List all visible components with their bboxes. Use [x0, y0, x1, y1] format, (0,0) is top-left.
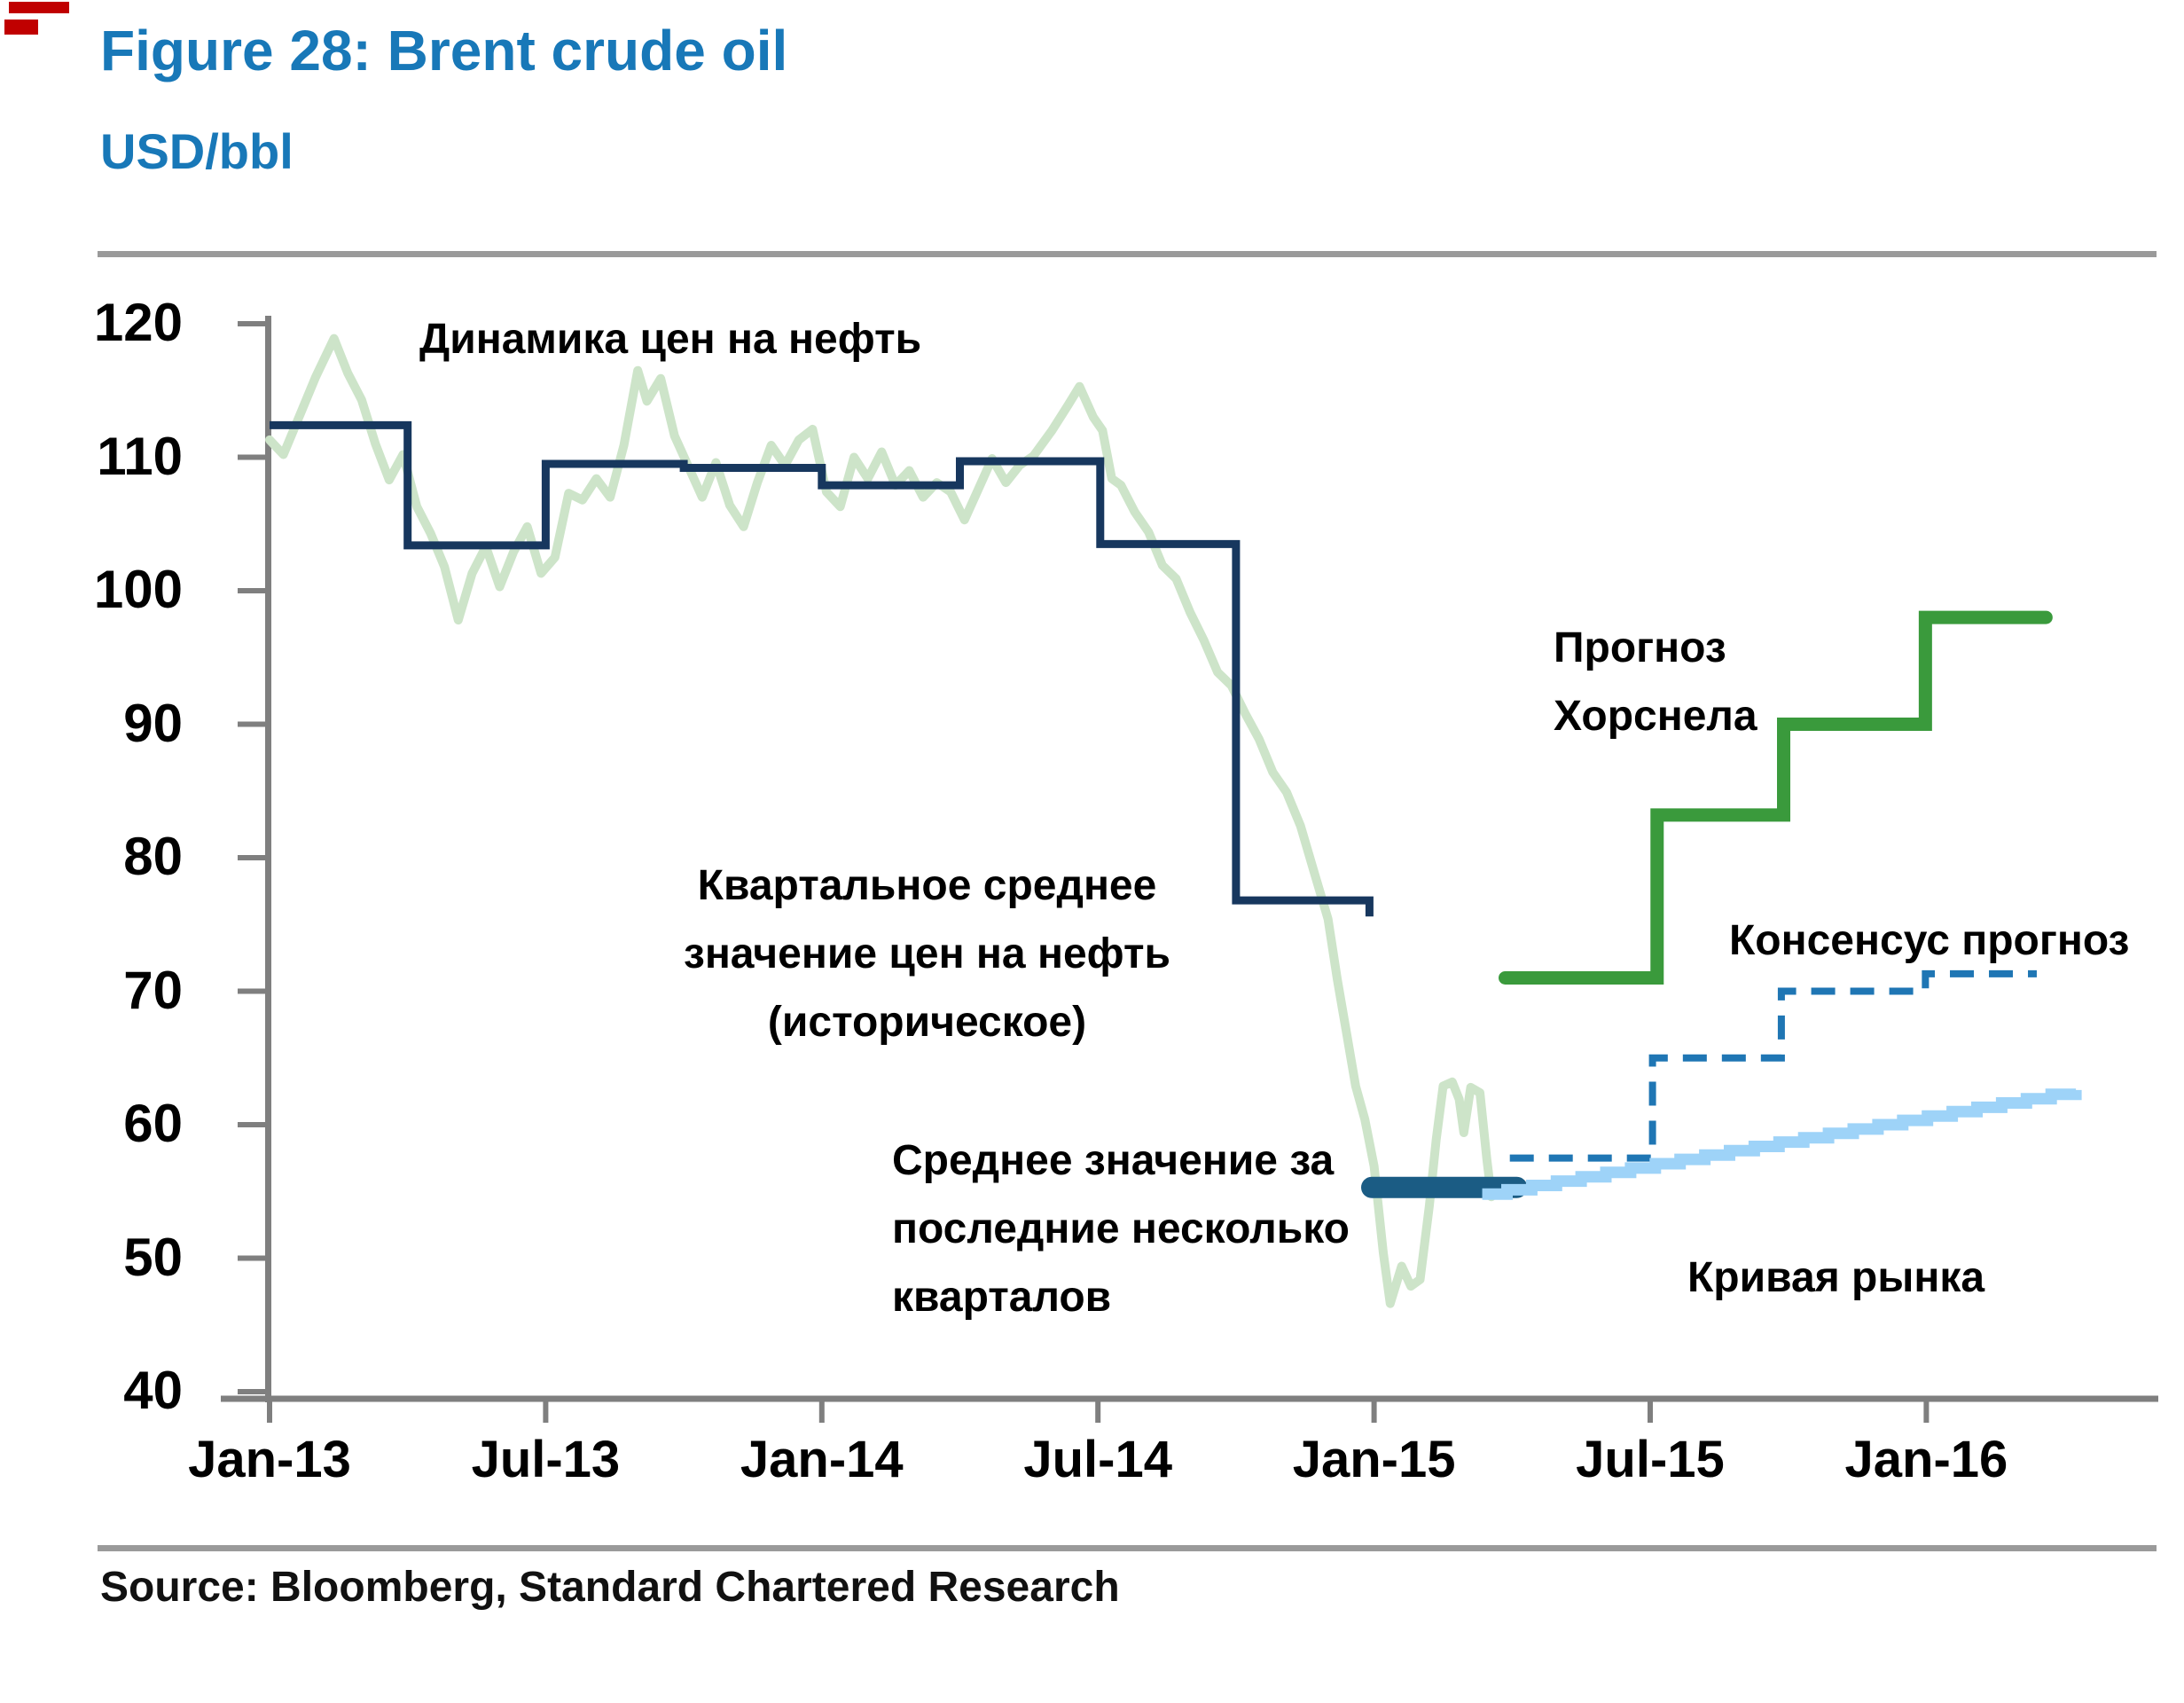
quarterly-average-historical-series: [270, 420, 1374, 917]
y-tick-label: 100: [93, 560, 183, 619]
annotation-line: Среднее значение за: [892, 1137, 1335, 1184]
annotation-recent-quarters-average: Среднее значение за последние несколько …: [892, 1126, 1350, 1331]
y-tick-label: 70: [123, 960, 183, 1020]
x-tick-label: Jul-15: [1576, 1431, 1725, 1488]
annotation-horsnell-forecast: Прогноз Хорснела: [1554, 614, 1757, 750]
figure-subtitle-units: USD/bbl: [100, 123, 294, 179]
divider-top: [98, 251, 2157, 257]
page-artifact-red-mark: [9, 2, 69, 13]
annotation-line: значение цен на нефть: [683, 930, 1171, 977]
y-tick-label: 50: [123, 1227, 183, 1287]
annotation-line: Квартальное среднее: [697, 862, 1157, 909]
y-tick-label: 90: [123, 693, 183, 753]
annotation-text: Динамика цен на нефть: [419, 316, 922, 363]
annotation-line: Хорснела: [1554, 693, 1757, 740]
annotation-text: Кривая рынка: [1687, 1254, 1985, 1301]
source-attribution: Source: Bloomberg, Standard Chartered Re…: [100, 1564, 1120, 1611]
annotation-line: последние несколько: [892, 1205, 1350, 1252]
figure-title: Figure 28: Brent crude oil: [100, 19, 788, 82]
annotation-consensus-forecast: Консенсус прогноз: [1729, 906, 2129, 975]
x-tick-label: Jul-14: [1023, 1431, 1172, 1488]
x-tick-label: Jan-15: [1292, 1431, 1456, 1488]
consensus-forecast-series: [1509, 969, 2037, 1162]
annotation-line: (историческое): [767, 999, 1087, 1046]
annotation-price-dynamics: Динамика цен на нефть: [419, 305, 921, 373]
x-tick-label: Jan-14: [740, 1431, 904, 1488]
annotation-line: Прогноз: [1554, 624, 1726, 671]
x-tick-label: Jan-16: [1844, 1431, 2008, 1488]
x-tick-label: Jul-13: [471, 1431, 621, 1488]
y-tick-label: 120: [93, 293, 183, 352]
annotation-line: кварталов: [892, 1274, 1112, 1321]
annotation-text: Консенсус прогноз: [1729, 917, 2130, 964]
page-artifact-red-mark: [4, 20, 38, 35]
market-curve-series: [1482, 1088, 2082, 1200]
x-tick-label: Jan-13: [188, 1431, 351, 1488]
annotation-quarterly-average: Квартальное среднее значение цен на нефт…: [526, 852, 1328, 1056]
divider-bottom: [98, 1545, 2157, 1551]
y-tick-label: 40: [123, 1361, 183, 1420]
y-tick-label: 60: [123, 1094, 183, 1153]
annotation-market-curve: Кривая рынка: [1687, 1244, 1984, 1312]
y-tick-label: 80: [123, 827, 183, 886]
y-tick-label: 110: [97, 426, 183, 486]
horsnell-forecast-series: [1499, 610, 2053, 985]
chart-area: [0, 257, 2184, 1543]
